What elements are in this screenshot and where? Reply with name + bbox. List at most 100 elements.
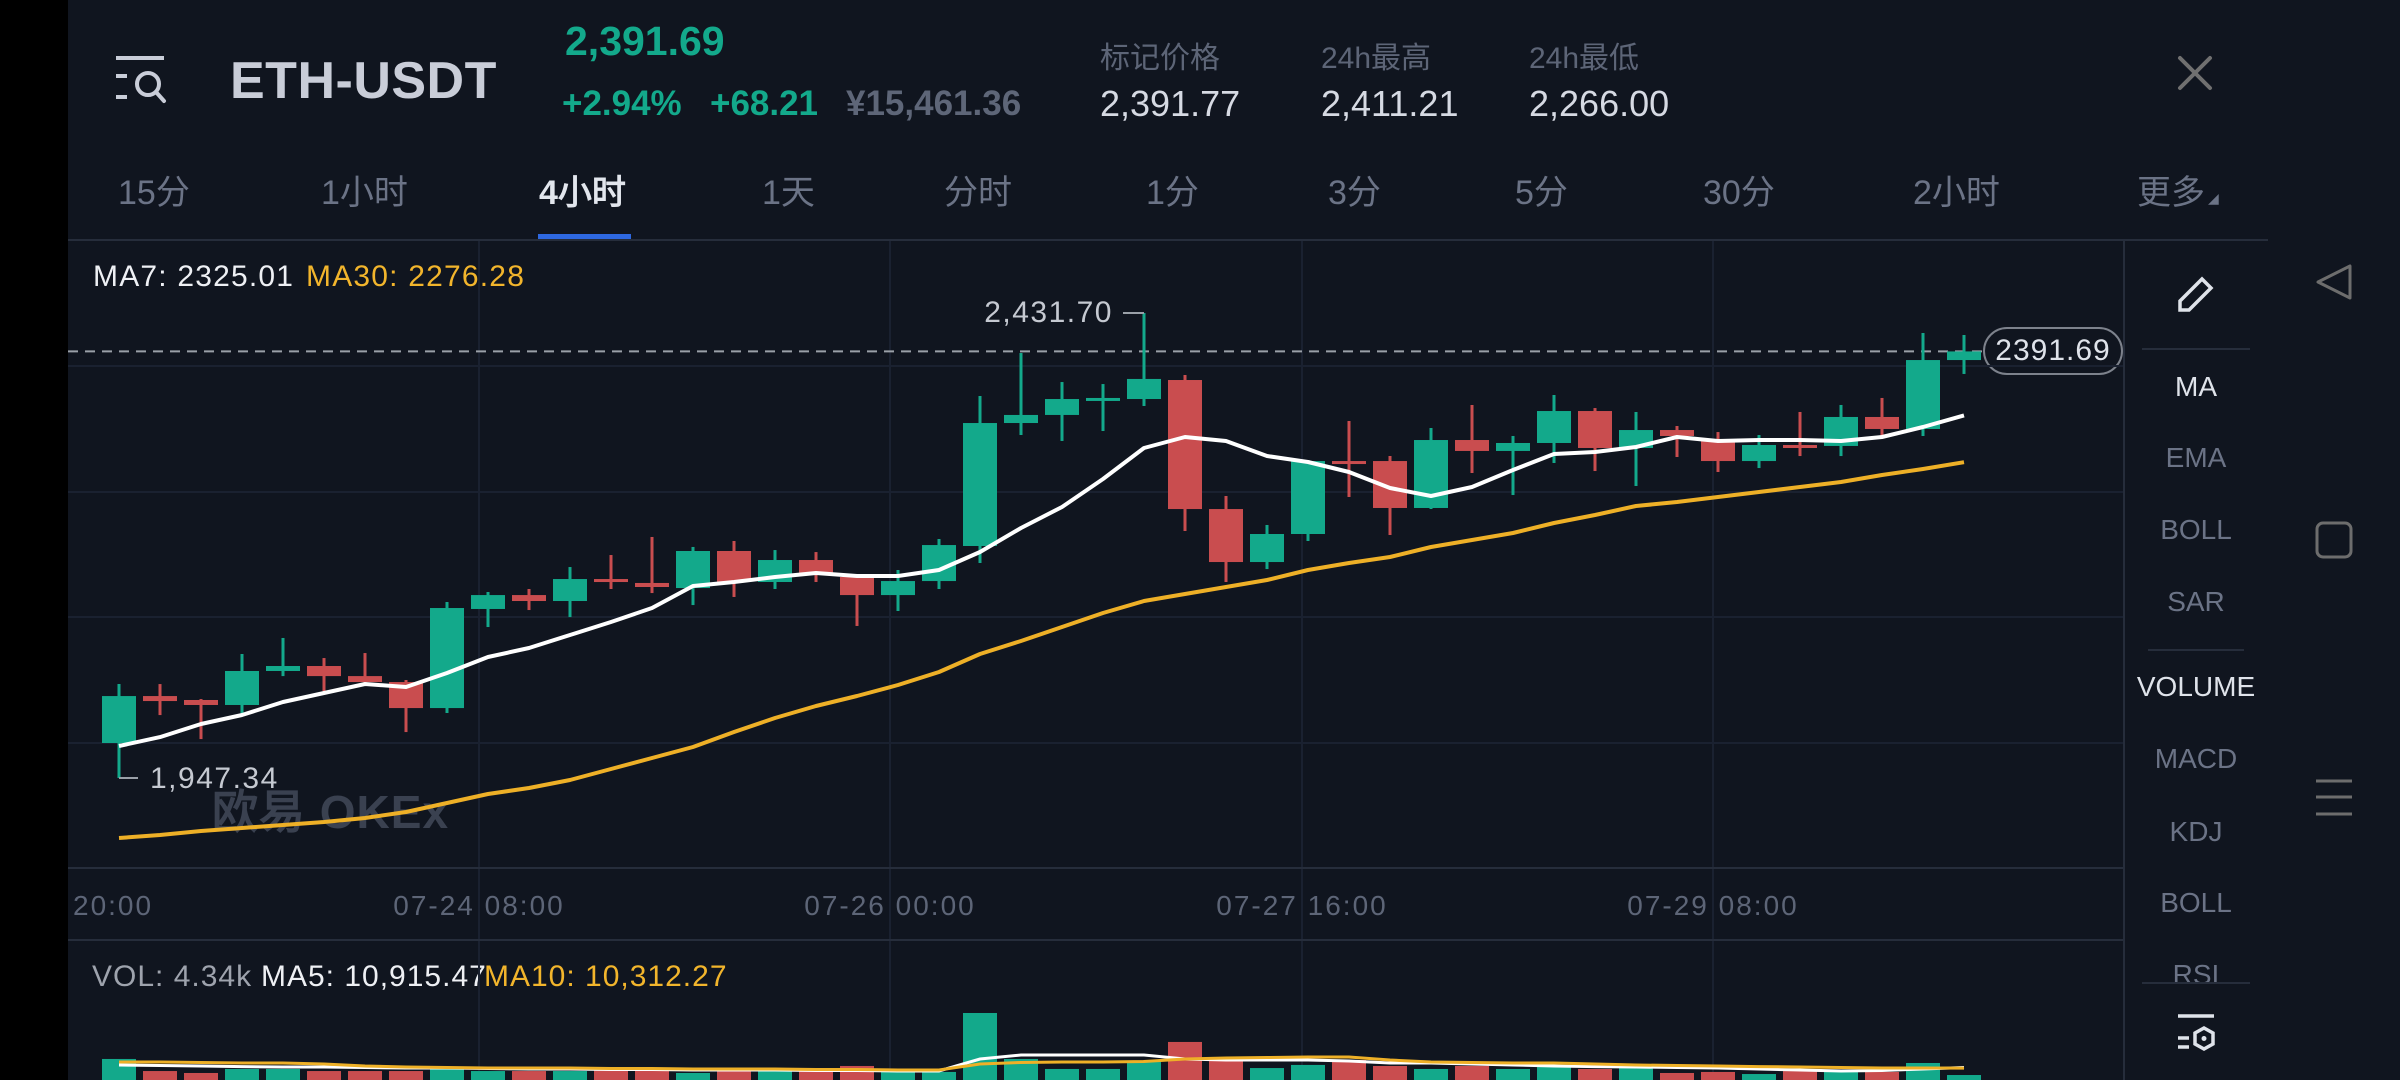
volume-ma-lines	[118, 1053, 1965, 1073]
candle	[594, 555, 628, 590]
tab-more[interactable]: 更多	[2137, 174, 2205, 212]
menu-icon[interactable]	[2314, 776, 2354, 820]
mark-price-value: 2,391.77	[1100, 83, 1241, 124]
volume-bar	[881, 1071, 915, 1080]
tab-1d[interactable]: 1天	[762, 174, 815, 212]
candle	[307, 658, 341, 692]
change-percent: +2.94%	[562, 84, 682, 123]
volume-bar	[1660, 1072, 1694, 1080]
candle	[348, 653, 382, 684]
back-icon[interactable]	[2313, 262, 2355, 302]
sub-indicator-list[interactable]: VOLUME MACD KDJ BOLL RSI	[2124, 651, 2268, 984]
volume-bar	[717, 1071, 751, 1080]
volume-bar	[594, 1068, 628, 1080]
candle	[553, 567, 587, 618]
candle	[1701, 432, 1735, 472]
ma7-line	[118, 413, 1965, 748]
tab-3m[interactable]: 3分	[1328, 174, 1381, 212]
volume-bar	[1906, 1062, 1940, 1080]
high-24h-label: 24h最高	[1321, 42, 1432, 75]
candle	[184, 699, 218, 740]
candle	[143, 684, 177, 716]
extreme-price-connectors	[119, 312, 1144, 780]
pair-title[interactable]: ETH-USDT	[230, 52, 497, 110]
indicator-kdj[interactable]: KDJ	[2169, 816, 2223, 847]
volume-bar	[758, 1071, 792, 1080]
candle	[102, 684, 136, 779]
tab-1m[interactable]: 1分	[1146, 174, 1199, 212]
menu-search-icon[interactable]	[112, 52, 172, 108]
candle	[1168, 375, 1202, 532]
indicator-sar[interactable]: SAR	[2167, 586, 2225, 617]
divider	[2142, 982, 2250, 984]
volume-bar	[266, 1068, 300, 1080]
tab-4h[interactable]: 4小时	[539, 174, 626, 212]
volume-bar	[922, 1071, 956, 1080]
indicator-rsi[interactable]: RSI	[2172, 959, 2220, 984]
volume-bar	[1045, 1068, 1079, 1080]
volume-bar	[1086, 1068, 1120, 1080]
volume-bar	[1537, 1067, 1571, 1080]
volume-bar	[471, 1071, 505, 1080]
home-icon[interactable]	[2314, 520, 2354, 560]
indicator-ema[interactable]: EMA	[2165, 442, 2227, 473]
indicator-settings-icon[interactable]	[2176, 1012, 2216, 1054]
volume-bar	[1742, 1074, 1776, 1080]
candle	[1332, 421, 1366, 498]
volume-bar	[635, 1068, 669, 1080]
candle	[1209, 495, 1243, 583]
indicator-volume[interactable]: VOLUME	[2136, 671, 2256, 702]
indicator-macd[interactable]: MACD	[2154, 743, 2238, 774]
tab-2h[interactable]: 2小时	[1913, 174, 2000, 212]
indicator-ma[interactable]: MA	[2175, 371, 2217, 402]
candle	[1127, 313, 1161, 407]
current-price-tag[interactable]: 2391.69	[1983, 327, 2123, 376]
volume-bar	[307, 1071, 341, 1080]
candle	[1865, 397, 1899, 438]
candle	[266, 637, 300, 677]
panel-separators	[68, 239, 2268, 1080]
ma7-legend: MA7: 2325.01	[93, 260, 295, 293]
gridlines	[68, 241, 2124, 1080]
candle	[676, 546, 710, 606]
x-tick-label: 07-26 00:00	[804, 890, 976, 921]
candle	[1660, 425, 1694, 458]
close-icon[interactable]	[2175, 53, 2215, 93]
tab-timeline[interactable]: 分时	[944, 174, 1012, 212]
candle	[635, 536, 669, 594]
volume-bar	[1824, 1071, 1858, 1080]
high-24h-value: 2,411.21	[1321, 83, 1459, 124]
volume-bar	[1127, 1061, 1161, 1080]
pencil-icon[interactable]	[2176, 274, 2216, 314]
moving-average-lines	[118, 413, 1965, 840]
divider	[2142, 348, 2250, 350]
candle	[1947, 334, 1981, 374]
indicator-boll[interactable]: BOLL	[2160, 514, 2232, 545]
volume-bar	[963, 1012, 997, 1080]
volume-bar	[1496, 1068, 1530, 1080]
candle	[840, 577, 874, 626]
candle	[1578, 408, 1612, 472]
change-amount: +68.21	[710, 84, 819, 123]
ma30-legend: MA30: 2276.28	[306, 260, 526, 293]
volume-legend: VOL: 4.34k	[92, 960, 253, 993]
volume-bar	[1250, 1068, 1284, 1080]
indicator-boll-sub[interactable]: BOLL	[2160, 887, 2232, 918]
last-price: 2,391.69	[565, 18, 725, 64]
volume-bar	[225, 1068, 259, 1080]
candle	[799, 552, 833, 583]
tab-1h[interactable]: 1小时	[321, 174, 408, 212]
volume-ma10-line	[119, 1055, 1965, 1072]
volume-bar	[1332, 1060, 1366, 1080]
candle	[1537, 394, 1571, 463]
visible-high-label: 2,431.70	[984, 296, 1113, 329]
volume-bar	[1578, 1068, 1612, 1080]
volume-bar	[553, 1071, 587, 1080]
mark-price-label: 标记价格	[1100, 42, 1220, 75]
tab-5m[interactable]: 5分	[1515, 174, 1568, 212]
tab-30m[interactable]: 30分	[1703, 174, 1775, 212]
candle	[471, 591, 505, 628]
active-tab-indicator	[538, 234, 631, 240]
tab-15m[interactable]: 15分	[118, 174, 190, 212]
